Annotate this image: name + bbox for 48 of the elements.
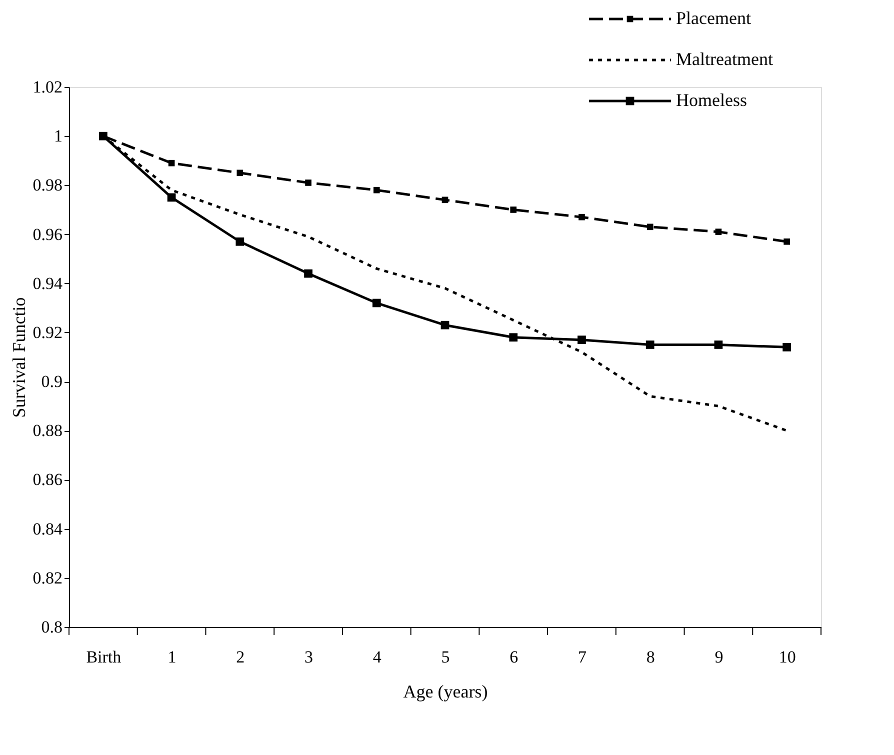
point: [715, 228, 722, 235]
point: [578, 214, 585, 220]
point: [440, 320, 450, 330]
y-tick-label: 0.84: [32, 519, 63, 538]
x-tick-label: 1: [168, 648, 176, 666]
point: [372, 298, 381, 308]
y-tick-label: 0.9: [41, 372, 62, 392]
x-tick-label: 2: [236, 648, 245, 666]
y-tick-label: 0.98: [32, 176, 62, 195]
legend-label: Maltreatment: [676, 49, 773, 69]
x-tick-label: 7: [578, 648, 587, 666]
point: [304, 269, 312, 278]
legend-label: Placement: [676, 8, 751, 28]
x-tick-label: 3: [304, 648, 314, 666]
x-tick-label: Birth: [86, 648, 122, 666]
point: [782, 343, 791, 352]
y-tick-label: 0.82: [32, 568, 62, 588]
y-tick-label: 0.8: [41, 618, 62, 636]
x-tick-label: 9: [714, 648, 724, 666]
x-axis-title: Age (years): [403, 682, 488, 702]
point: [373, 186, 380, 194]
x-tick-label: 5: [441, 648, 450, 666]
y-tick-label: 1: [54, 126, 62, 146]
x-tick-label: 6: [510, 648, 518, 666]
x-tick-label: 8: [646, 648, 655, 666]
point: [236, 237, 244, 246]
x-tick-label: 4: [372, 648, 382, 666]
point: [784, 238, 790, 245]
point: [509, 333, 518, 342]
legend-label: Homeless: [676, 90, 747, 110]
y-tick-label: 0.94: [32, 274, 63, 293]
y-tick-label: 0.86: [32, 470, 62, 490]
point: [714, 340, 723, 349]
y-tick-label: 1.02: [32, 78, 62, 96]
point: [236, 170, 244, 176]
point: [167, 193, 176, 202]
y-tick-label: 0.92: [32, 322, 62, 342]
y-tick-label: 0.88: [32, 421, 62, 440]
point: [305, 180, 312, 186]
point: [168, 160, 175, 166]
point: [510, 206, 517, 213]
y-axis-title: Survival Functio: [8, 297, 29, 418]
point: [442, 196, 448, 204]
y-tick-label: 0.96: [32, 224, 62, 244]
point: [646, 340, 654, 349]
x-tick-label: 10: [778, 648, 796, 666]
point: [646, 224, 654, 230]
point: [578, 336, 586, 344]
